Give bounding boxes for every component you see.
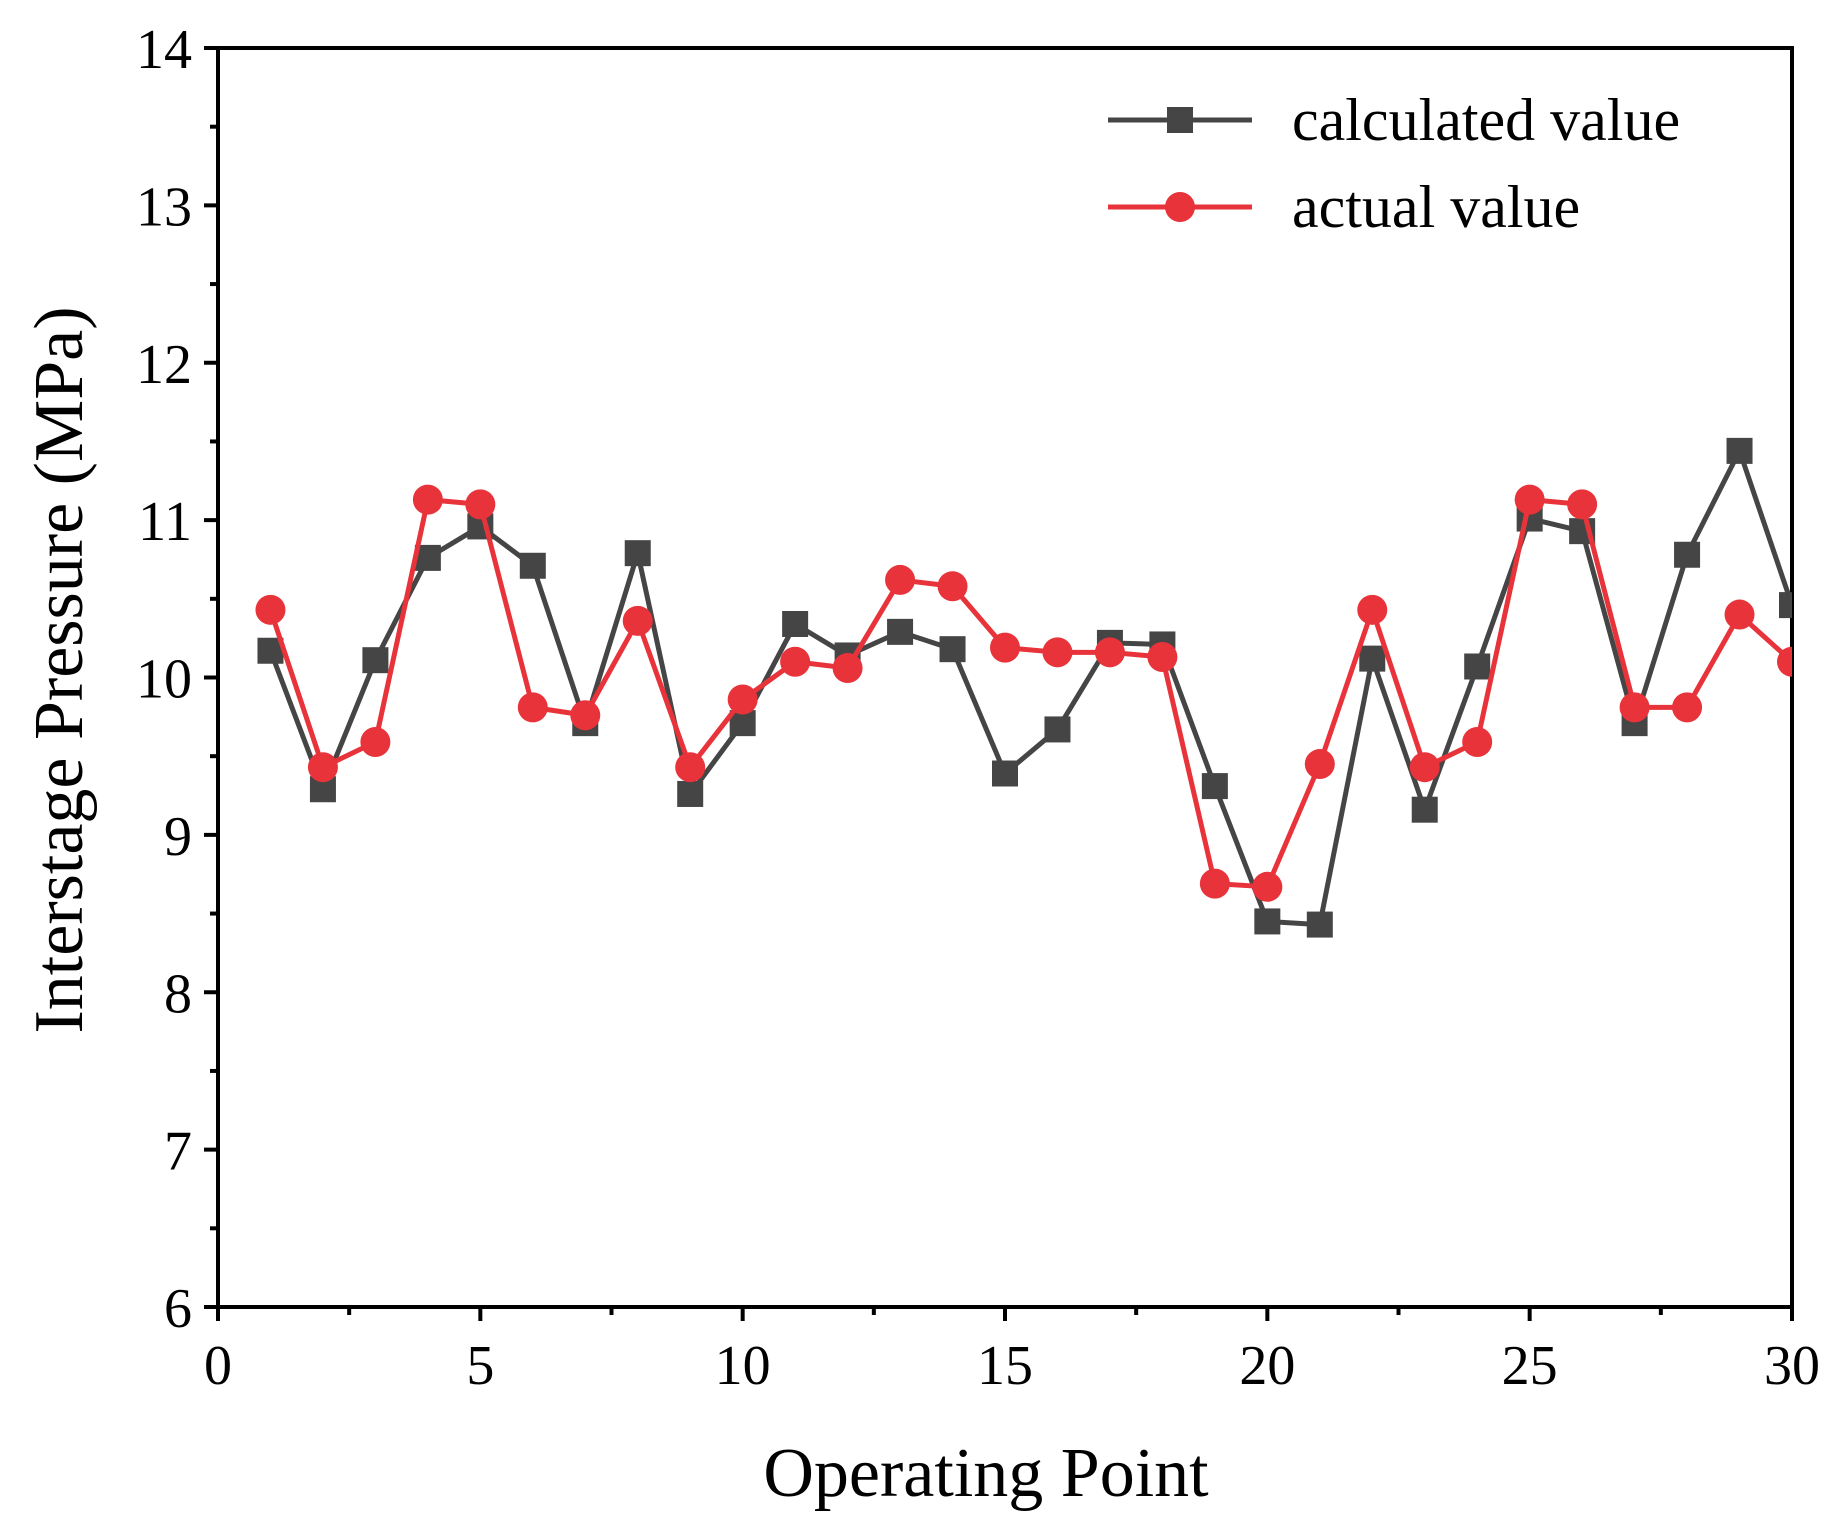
legend-label-actual-value: actual value [1292,174,1580,240]
data-point-calculated-value [1201,773,1228,800]
data-point-actual-value [1777,646,1792,677]
data-point-calculated-value [677,780,704,807]
data-point-calculated-value [1254,908,1281,935]
x-tick-label: 15 [977,1335,1033,1397]
data-point-actual-value [1094,637,1125,668]
data-point-actual-value [517,692,548,723]
data-point-actual-value [570,700,601,731]
y-tick-label: 9 [164,806,192,868]
data-point-calculated-value [992,760,1018,787]
data-point-actual-value [1724,599,1755,630]
series-actual-value [255,484,1792,902]
data-point-calculated-value [1726,437,1753,464]
data-point-actual-value [990,632,1020,663]
y-tick-label: 10 [136,649,192,711]
x-axis-title: Operating Point [763,1435,1209,1512]
data-point-calculated-value [519,552,546,579]
y-axis-title: Interstage Pressure (MPa) [21,306,98,1033]
data-point-calculated-value [1411,796,1438,823]
x-tick-label: 10 [715,1335,771,1397]
data-point-actual-value [832,653,863,684]
data-point-calculated-value [1464,653,1491,680]
legend: calculated value actual value [1108,87,1680,240]
data-point-actual-value [1409,752,1440,783]
x-tick-label: 0 [204,1335,232,1397]
data-point-calculated-value [1359,645,1386,672]
y-tick-label: 8 [164,963,192,1025]
x-tick-label: 30 [1764,1335,1820,1397]
data-point-actual-value [255,594,286,625]
data-point-actual-value [1199,868,1230,899]
x-tick-label: 25 [1502,1335,1558,1397]
data-point-calculated-value [939,636,966,663]
data-point-calculated-value [1306,911,1333,938]
y-tick-label: 12 [136,334,192,396]
data-point-actual-value [1462,727,1493,758]
data-point-actual-value [1304,749,1335,780]
data-point-actual-value [675,752,706,783]
data-point-actual-value [885,564,916,595]
data-point-actual-value [1619,692,1650,723]
y-tick-label: 13 [136,176,192,238]
data-point-calculated-value [887,618,914,645]
data-point-actual-value [1147,642,1178,673]
data-point-calculated-value [1044,716,1071,743]
plot-area: 0 5 10 15 20 25 30 6 7 8 9 10 11 12 13 14 calculated val… [136,19,1820,1397]
legend-marker-calculated-value [1167,107,1193,133]
data-point-calculated-value [782,610,809,637]
data-point-actual-value [1252,871,1283,902]
data-point-calculated-value [1674,541,1701,568]
x-tick-label: 5 [466,1335,494,1397]
data-point-actual-value [412,484,443,515]
legend-label-calculated-value: calculated value [1292,87,1680,153]
data-point-actual-value [937,571,968,602]
y-tick-label: 6 [164,1278,192,1340]
data-point-calculated-value [624,540,651,567]
data-point-actual-value [1514,484,1545,515]
data-point-actual-value [622,605,653,636]
data-point-actual-value [1672,692,1703,723]
data-point-actual-value [465,489,496,520]
y-tick-label: 14 [136,19,192,81]
y-tick-label: 11 [138,491,192,553]
data-point-actual-value [1357,594,1388,625]
series-line-calculated-value [268,448,1792,928]
y-tick-label: 7 [164,1121,192,1183]
data-point-actual-value [780,646,811,677]
series-calculated-value [257,437,1792,938]
data-point-calculated-value [362,647,389,674]
series-line-actual-value [268,497,1792,890]
data-point-actual-value [1567,489,1598,520]
data-point-actual-value [1042,637,1073,668]
x-tick-label: 20 [1239,1335,1295,1397]
series-group [255,437,1792,938]
data-point-calculated-value [1779,592,1792,619]
data-point-actual-value [360,727,391,758]
data-point-actual-value [727,684,758,715]
data-point-actual-value [307,752,338,783]
legend-marker-actual-value [1165,192,1195,222]
